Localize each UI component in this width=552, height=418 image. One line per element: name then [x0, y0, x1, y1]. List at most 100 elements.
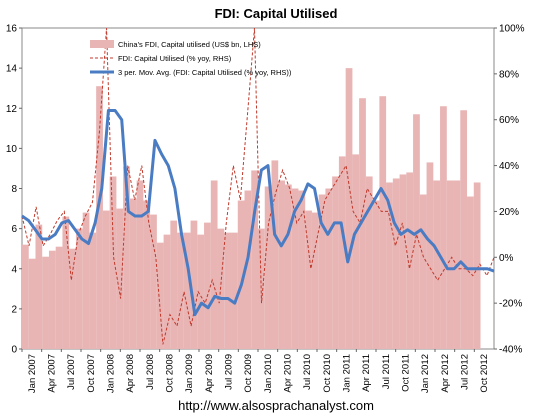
bar-34: [251, 170, 258, 349]
bar-60: [426, 162, 434, 349]
x-tick-label-5: Apr 2008: [125, 354, 136, 393]
right-tick-label-6: 80%: [499, 69, 519, 80]
bar-59: [419, 194, 427, 349]
bar-67: [473, 182, 481, 349]
bar-66: [467, 196, 474, 349]
left-tick-label-8: 16: [6, 24, 18, 35]
x-tick-label-8: Jan 2009: [184, 354, 195, 393]
yoy-line-series: [21, 27, 495, 345]
x-tick-label-17: Apr 2011: [361, 354, 372, 392]
bar-0: [22, 244, 29, 349]
bar-15: [123, 166, 130, 349]
bar-32: [237, 200, 245, 349]
left-tick-label-3: 6: [11, 224, 17, 235]
bar-8: [75, 228, 83, 350]
bar-17: [136, 180, 144, 349]
bar-44: [318, 194, 326, 349]
x-tick-label-14: Jul 2010: [302, 354, 313, 390]
bar-43: [311, 212, 319, 349]
x-tick-label-16: Jan 2011: [342, 354, 353, 392]
x-tick-label-9: Apr 2009: [204, 354, 215, 393]
bar-20: [156, 242, 164, 349]
x-tick-label-0: Jan 2007: [27, 354, 38, 393]
bar-63: [446, 180, 454, 349]
x-tick-label-18: Jul 2011: [381, 354, 392, 389]
right-tick-label-7: 100%: [499, 24, 525, 35]
bar-33: [244, 190, 252, 349]
left-tick-label-2: 4: [11, 264, 17, 275]
bar-47: [338, 156, 346, 349]
right-tick-label-0: -40%: [499, 345, 522, 356]
bar-2: [35, 224, 43, 349]
right-tick-label-3: 20%: [499, 207, 519, 218]
bar-12: [102, 210, 110, 349]
bar-series: [22, 68, 481, 350]
bar-65: [460, 110, 468, 349]
left-tick-label-4: 8: [11, 184, 17, 195]
x-tick-label-23: Oct 2012: [479, 354, 490, 393]
ma-line-path: [21, 109, 495, 317]
bar-26: [197, 234, 205, 349]
bar-10: [89, 232, 97, 349]
bar-14: [116, 208, 124, 349]
bar-28: [210, 180, 218, 349]
bar-36: [264, 186, 272, 349]
bar-56: [399, 174, 407, 349]
legend-label-dashed: FDI: Capital Utilised (% yoy, RHS): [118, 54, 232, 63]
bar-45: [325, 188, 333, 349]
x-tick-label-21: Apr 2012: [440, 354, 451, 393]
x-tick-label-1: Apr 2007: [47, 354, 58, 393]
bar-50: [359, 98, 366, 349]
chart-title: FDI: Capital Utilised: [215, 6, 338, 21]
bar-54: [386, 182, 393, 349]
right-tick-label-2: 0%: [499, 253, 514, 264]
x-tick-label-11: Oct 2009: [243, 354, 254, 393]
bar-51: [365, 176, 373, 349]
bar-21: [163, 234, 171, 349]
bar-13: [109, 176, 117, 349]
right-tick-label-4: 40%: [499, 161, 519, 172]
bar-57: [406, 172, 414, 349]
left-tick-label-1: 2: [11, 304, 17, 315]
x-tick-label-6: Jul 2008: [145, 354, 156, 390]
x-tick-label-7: Oct 2008: [165, 354, 176, 393]
x-tick-label-22: Jul 2012: [460, 354, 471, 390]
bar-38: [278, 180, 285, 349]
x-tick-label-15: Oct 2010: [322, 354, 333, 393]
x-tick-label-3: Oct 2007: [86, 354, 97, 393]
bar-61: [433, 180, 441, 349]
x-tick-label-2: Jul 2007: [66, 354, 77, 390]
x-tick-label-13: Apr 2010: [283, 354, 294, 393]
bar-23: [177, 232, 184, 349]
left-axis-ticks: 0 2 4 6 8 10 12 14 16: [6, 24, 22, 356]
bar-55: [392, 178, 400, 349]
bar-6: [62, 216, 70, 349]
bar-16: [129, 198, 137, 349]
legend-label-ma: 3 per. Mov. Avg. (FDI: Capital Utilised …: [118, 68, 292, 77]
bar-19: [150, 214, 157, 349]
legend-label-bar: China's FDI, Capital utilised (US$ bn, L…: [118, 40, 261, 49]
legend-swatch-bar: [90, 40, 114, 48]
bar-35: [258, 228, 265, 350]
right-axis-ticks: -40% -20% 0% 20% 40% 60% 80% 100%: [494, 24, 525, 356]
bar-3: [42, 256, 49, 349]
bar-40: [291, 188, 299, 349]
x-tick-label-4: Jan 2008: [106, 354, 117, 393]
bar-52: [372, 200, 380, 349]
x-tick-label-19: Oct 2011: [401, 354, 412, 392]
right-tick-label-1: -20%: [499, 299, 522, 310]
bar-37: [271, 160, 279, 349]
bar-7: [69, 248, 76, 349]
left-tick-label-7: 14: [6, 64, 18, 75]
legend: China's FDI, Capital utilised (US$ bn, L…: [90, 40, 292, 77]
bar-24: [183, 232, 191, 349]
bar-41: [298, 190, 306, 349]
footer-url: http://www.alsosprachanalyst.com: [178, 398, 374, 413]
right-tick-label-5: 60%: [499, 115, 519, 126]
bar-22: [170, 220, 178, 349]
bar-42: [305, 210, 312, 349]
bar-46: [332, 176, 339, 349]
bar-30: [224, 232, 232, 349]
x-axis-ticks: Jan 2007 Apr 2007 Jul 2007 Oct 2007 Jan 2008…: [21, 349, 490, 393]
